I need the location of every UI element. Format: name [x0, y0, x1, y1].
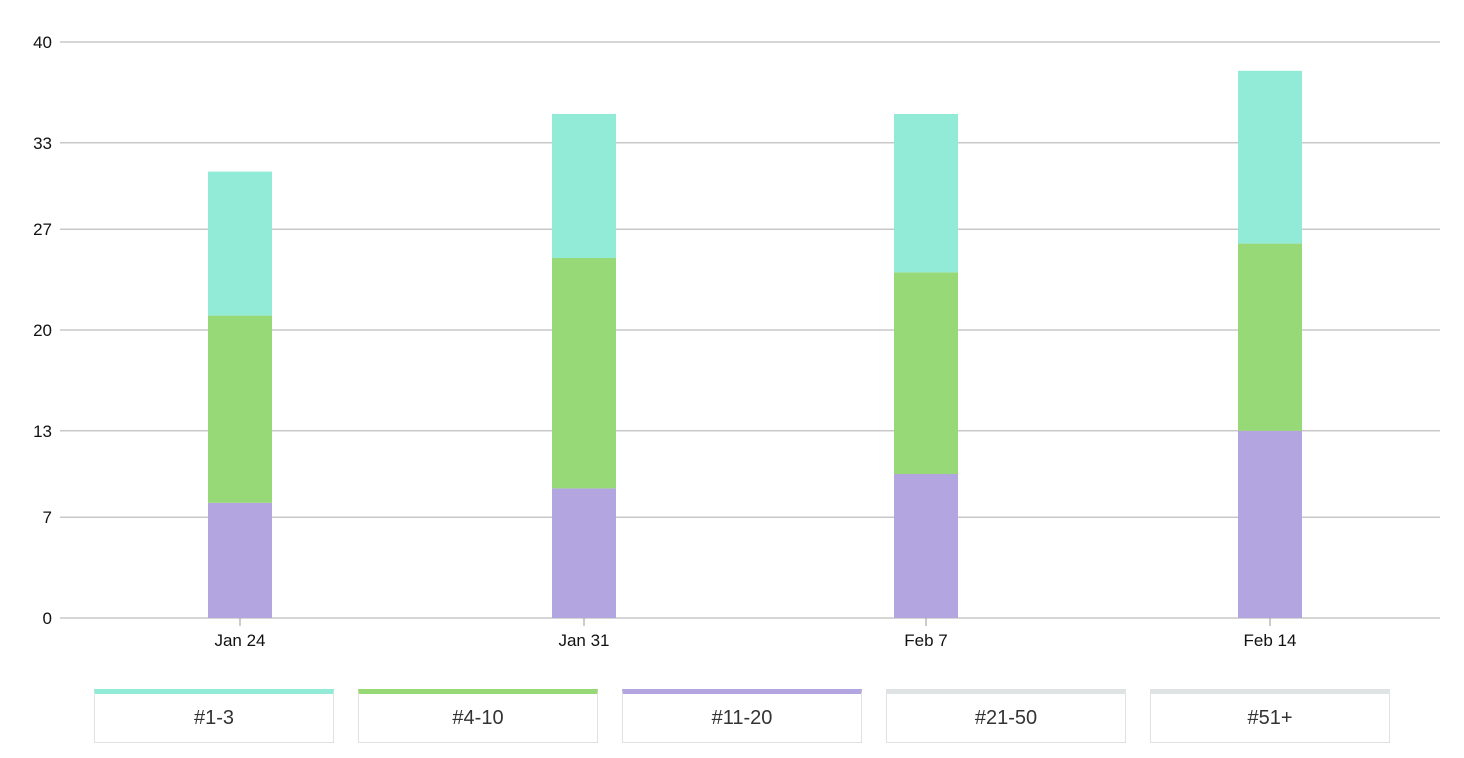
x-tick-label: Feb 14	[1244, 631, 1297, 650]
x-axis: Jan 24 Jan 31 Feb 7 Feb 14	[214, 618, 1296, 650]
bar-segment-13[interactable]	[208, 171, 272, 316]
bar-segment-410[interactable]	[208, 315, 272, 503]
legend-item-21-50[interactable]: #21-50	[886, 689, 1126, 743]
bar-segment-410[interactable]	[552, 258, 616, 489]
bar-segment-410[interactable]	[1238, 243, 1302, 431]
bar-segment-1120[interactable]	[894, 474, 958, 618]
x-tick-label: Jan 31	[558, 631, 609, 650]
bars	[208, 70, 1302, 618]
bar-segment-13[interactable]	[552, 114, 616, 258]
legend-item-4-10[interactable]: #4-10	[358, 689, 598, 743]
x-tick-label: Feb 7	[904, 631, 947, 650]
bar-segment-1120[interactable]	[552, 488, 616, 618]
legend-label: #21-50	[974, 706, 1038, 729]
bar-segment-13[interactable]	[894, 114, 958, 273]
y-tick-label: 7	[43, 508, 52, 527]
legend-label: #1-3	[193, 706, 235, 729]
y-tick-label: 33	[33, 134, 52, 153]
y-tick-label: 13	[33, 422, 52, 441]
legend-item-51-plus[interactable]: #51+	[1150, 689, 1390, 743]
y-tick-label: 40	[33, 33, 52, 52]
legend-item-1-3[interactable]: #1-3	[94, 689, 334, 743]
bar-segment-410[interactable]	[894, 272, 958, 474]
y-tick-label: 27	[33, 220, 52, 239]
bar-segment-13[interactable]	[1238, 70, 1302, 244]
y-grid: 0 7 13 20 27 33 40	[33, 33, 1440, 628]
stacked-bar-chart: 0 7 13 20 27 33 40 Jan 24 Jan 31 Feb 7 Feb 14	[33, 33, 1440, 650]
y-tick-label: 20	[33, 321, 52, 340]
bar-segment-1120[interactable]	[1238, 430, 1302, 618]
y-tick-label: 0	[43, 609, 52, 628]
legend: #1-3 #4-10 #11-20 #21-50 #51+	[94, 689, 1390, 743]
legend-item-11-20[interactable]: #11-20	[622, 689, 862, 743]
legend-label: #4-10	[452, 706, 504, 729]
legend-label: #51+	[1247, 706, 1293, 729]
legend-label: #11-20	[711, 706, 773, 729]
bar-segment-1120[interactable]	[208, 502, 272, 618]
x-tick-label: Jan 24	[214, 631, 265, 650]
